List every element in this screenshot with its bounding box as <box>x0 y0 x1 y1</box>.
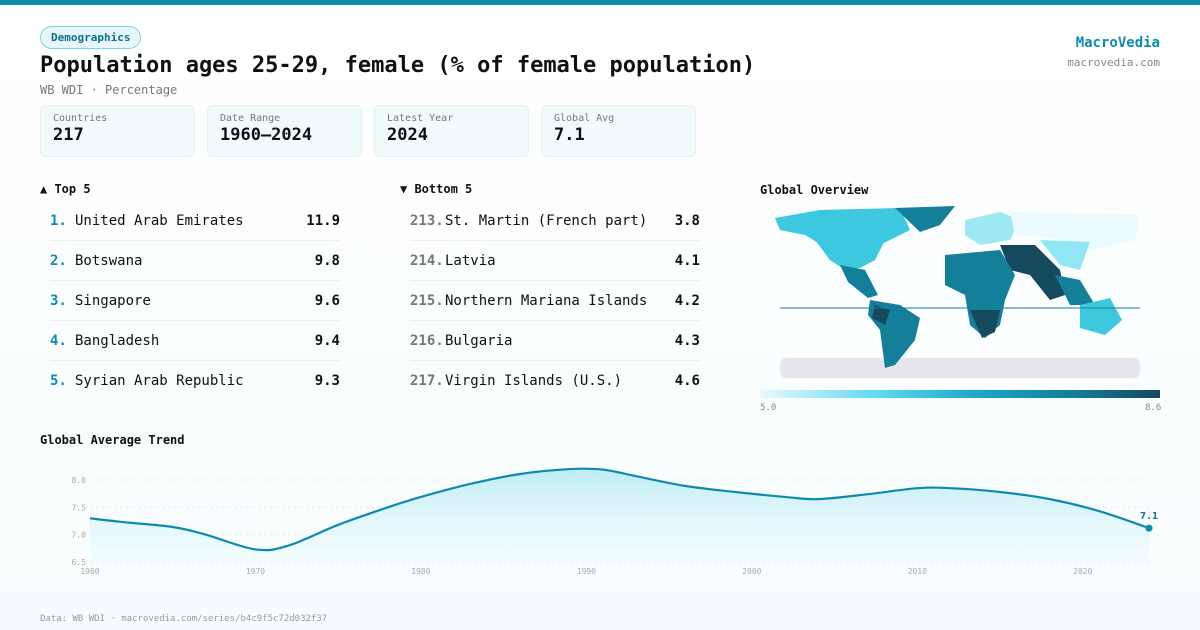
stat-value: 7.1 <box>554 125 585 145</box>
item-rank: 4. <box>50 332 67 349</box>
trend-chart[interactable]: 6.5 7.0 7.5 8.0 1960 1970 1980 1990 2000 2010 2020… <box>0 450 1200 585</box>
y-tick-label: 6.5 <box>72 558 87 567</box>
list-item[interactable]: 2. Botswana 9.8 <box>50 241 340 281</box>
stat-label: Latest Year <box>387 113 454 124</box>
item-rank: 214. <box>410 252 444 269</box>
list-item[interactable]: 214. Latvia 4.1 <box>410 241 700 281</box>
item-value: 9.8 <box>314 252 340 269</box>
trend-area <box>90 468 1149 562</box>
y-tick-label: 7.5 <box>72 503 87 512</box>
item-name: Syrian Arab Republic <box>75 373 244 389</box>
stat-latest-year: Latest Year 2024 <box>374 105 529 157</box>
map-title: Global Overview <box>760 183 869 197</box>
stat-value: 2024 <box>387 125 428 145</box>
y-tick-label: 7.0 <box>72 531 87 540</box>
world-map[interactable] <box>760 200 1160 385</box>
item-rank: 1. <box>50 212 67 229</box>
category-badge[interactable]: Demographics <box>40 26 142 49</box>
last-point-marker[interactable] <box>1145 524 1153 532</box>
list-item[interactable]: 1. United Arab Emirates 11.9 <box>50 201 340 241</box>
list-item[interactable]: 5. Syrian Arab Republic 9.3 <box>50 361 340 401</box>
page-subtitle: WB WDI · Percentage <box>40 83 178 97</box>
map-color-legend <box>760 390 1160 398</box>
list-item[interactable]: 213. St. Martin (French part) 3.8 <box>410 201 700 241</box>
top5-title: ▲ Top 5 <box>40 182 91 196</box>
list-item[interactable]: 217. Virgin Islands (U.S.) 4.6 <box>410 361 700 401</box>
item-rank: 215. <box>410 292 444 309</box>
item-rank: 5. <box>50 373 67 389</box>
item-name: Latvia <box>445 252 496 269</box>
item-value: 4.6 <box>674 373 700 389</box>
item-name: Bangladesh <box>75 332 160 349</box>
x-tick-label: 2010 <box>908 567 927 576</box>
region-australia[interactable] <box>1080 298 1122 335</box>
brand-url[interactable]: macrovedia.com <box>1067 56 1160 69</box>
stat-value: 217 <box>53 125 84 145</box>
bottom5-title: ▼ Bottom 5 <box>400 182 473 196</box>
item-value: 4.3 <box>674 332 700 349</box>
stat-global-avg: Global Avg 7.1 <box>541 105 696 157</box>
legend-min: 5.0 <box>760 403 777 413</box>
item-value: 11.9 <box>306 212 340 229</box>
stat-value: 1960–2024 <box>220 125 313 145</box>
item-name: Singapore <box>75 292 151 309</box>
region-russia[interactable] <box>1010 212 1140 250</box>
region-southeast-asia[interactable] <box>1055 275 1095 305</box>
x-tick-label: 2020 <box>1073 567 1092 576</box>
item-rank: 216. <box>410 332 444 349</box>
top-accent-bar <box>0 0 1200 5</box>
item-name: St. Martin (French part) <box>445 212 648 229</box>
y-tick-label: 8.0 <box>72 476 87 485</box>
item-value: 9.4 <box>314 332 340 349</box>
item-value: 9.6 <box>314 292 340 309</box>
region-usa[interactable] <box>815 240 885 270</box>
antarctica <box>780 358 1140 378</box>
item-name: Botswana <box>75 252 143 269</box>
top5-list: 1. United Arab Emirates 11.9 2. Botswana 9.8 3… <box>50 201 340 401</box>
brand-logo[interactable]: MacroVedia <box>1075 35 1160 51</box>
page-title: Population ages 25-29, female (% of fema… <box>40 53 756 78</box>
chart-title: Global Average Trend <box>40 433 185 447</box>
item-name: Northern Mariana Islands <box>445 292 648 309</box>
legend-max: 8.6 <box>1145 403 1162 413</box>
stat-countries: Countries 217 <box>40 105 195 157</box>
x-tick-label: 1970 <box>246 567 265 576</box>
item-value: 9.3 <box>314 373 340 389</box>
item-rank: 213. <box>410 212 444 229</box>
list-item[interactable]: 3. Singapore 9.6 <box>50 281 340 321</box>
item-name: United Arab Emirates <box>75 212 244 229</box>
x-tick-label: 2000 <box>742 567 761 576</box>
item-rank: 2. <box>50 252 67 269</box>
stat-date-range: Date Range 1960–2024 <box>207 105 362 157</box>
item-value: 4.2 <box>674 292 700 309</box>
last-value-label: 7.1 <box>1140 511 1158 522</box>
region-europe[interactable] <box>965 212 1020 245</box>
item-rank: 3. <box>50 292 67 309</box>
region-southern-africa <box>970 310 1000 338</box>
stat-label: Date Range <box>220 113 281 124</box>
stat-label: Countries <box>53 113 108 124</box>
x-tick-label: 1990 <box>577 567 596 576</box>
region-china[interactable] <box>1040 240 1090 270</box>
region-central-america[interactable] <box>840 265 878 298</box>
list-item[interactable]: 216. Bulgaria 4.3 <box>410 321 700 361</box>
bottom5-list: 213. St. Martin (French part) 3.8 214. Latvi… <box>410 201 700 401</box>
footer-source: Data: WB WDI · macrovedia.com/series/b4c… <box>40 614 328 624</box>
x-tick-label: 1980 <box>411 567 430 576</box>
region-andes <box>872 305 890 325</box>
x-tick-label: 1960 <box>80 567 99 576</box>
region-greenland[interactable] <box>895 206 955 232</box>
item-value: 3.8 <box>674 212 700 229</box>
trend-line <box>89 467 1150 552</box>
item-value: 4.1 <box>674 252 700 269</box>
item-name: Virgin Islands (U.S.) <box>445 373 623 389</box>
item-name: Bulgaria <box>445 332 513 349</box>
list-item[interactable]: 215. Northern Mariana Islands 4.2 <box>410 281 700 321</box>
item-rank: 217. <box>410 373 444 389</box>
region-middle-east-south-asia[interactable] <box>1000 245 1065 300</box>
stat-label: Global Avg <box>554 113 615 124</box>
list-item[interactable]: 4. Bangladesh 9.4 <box>50 321 340 361</box>
